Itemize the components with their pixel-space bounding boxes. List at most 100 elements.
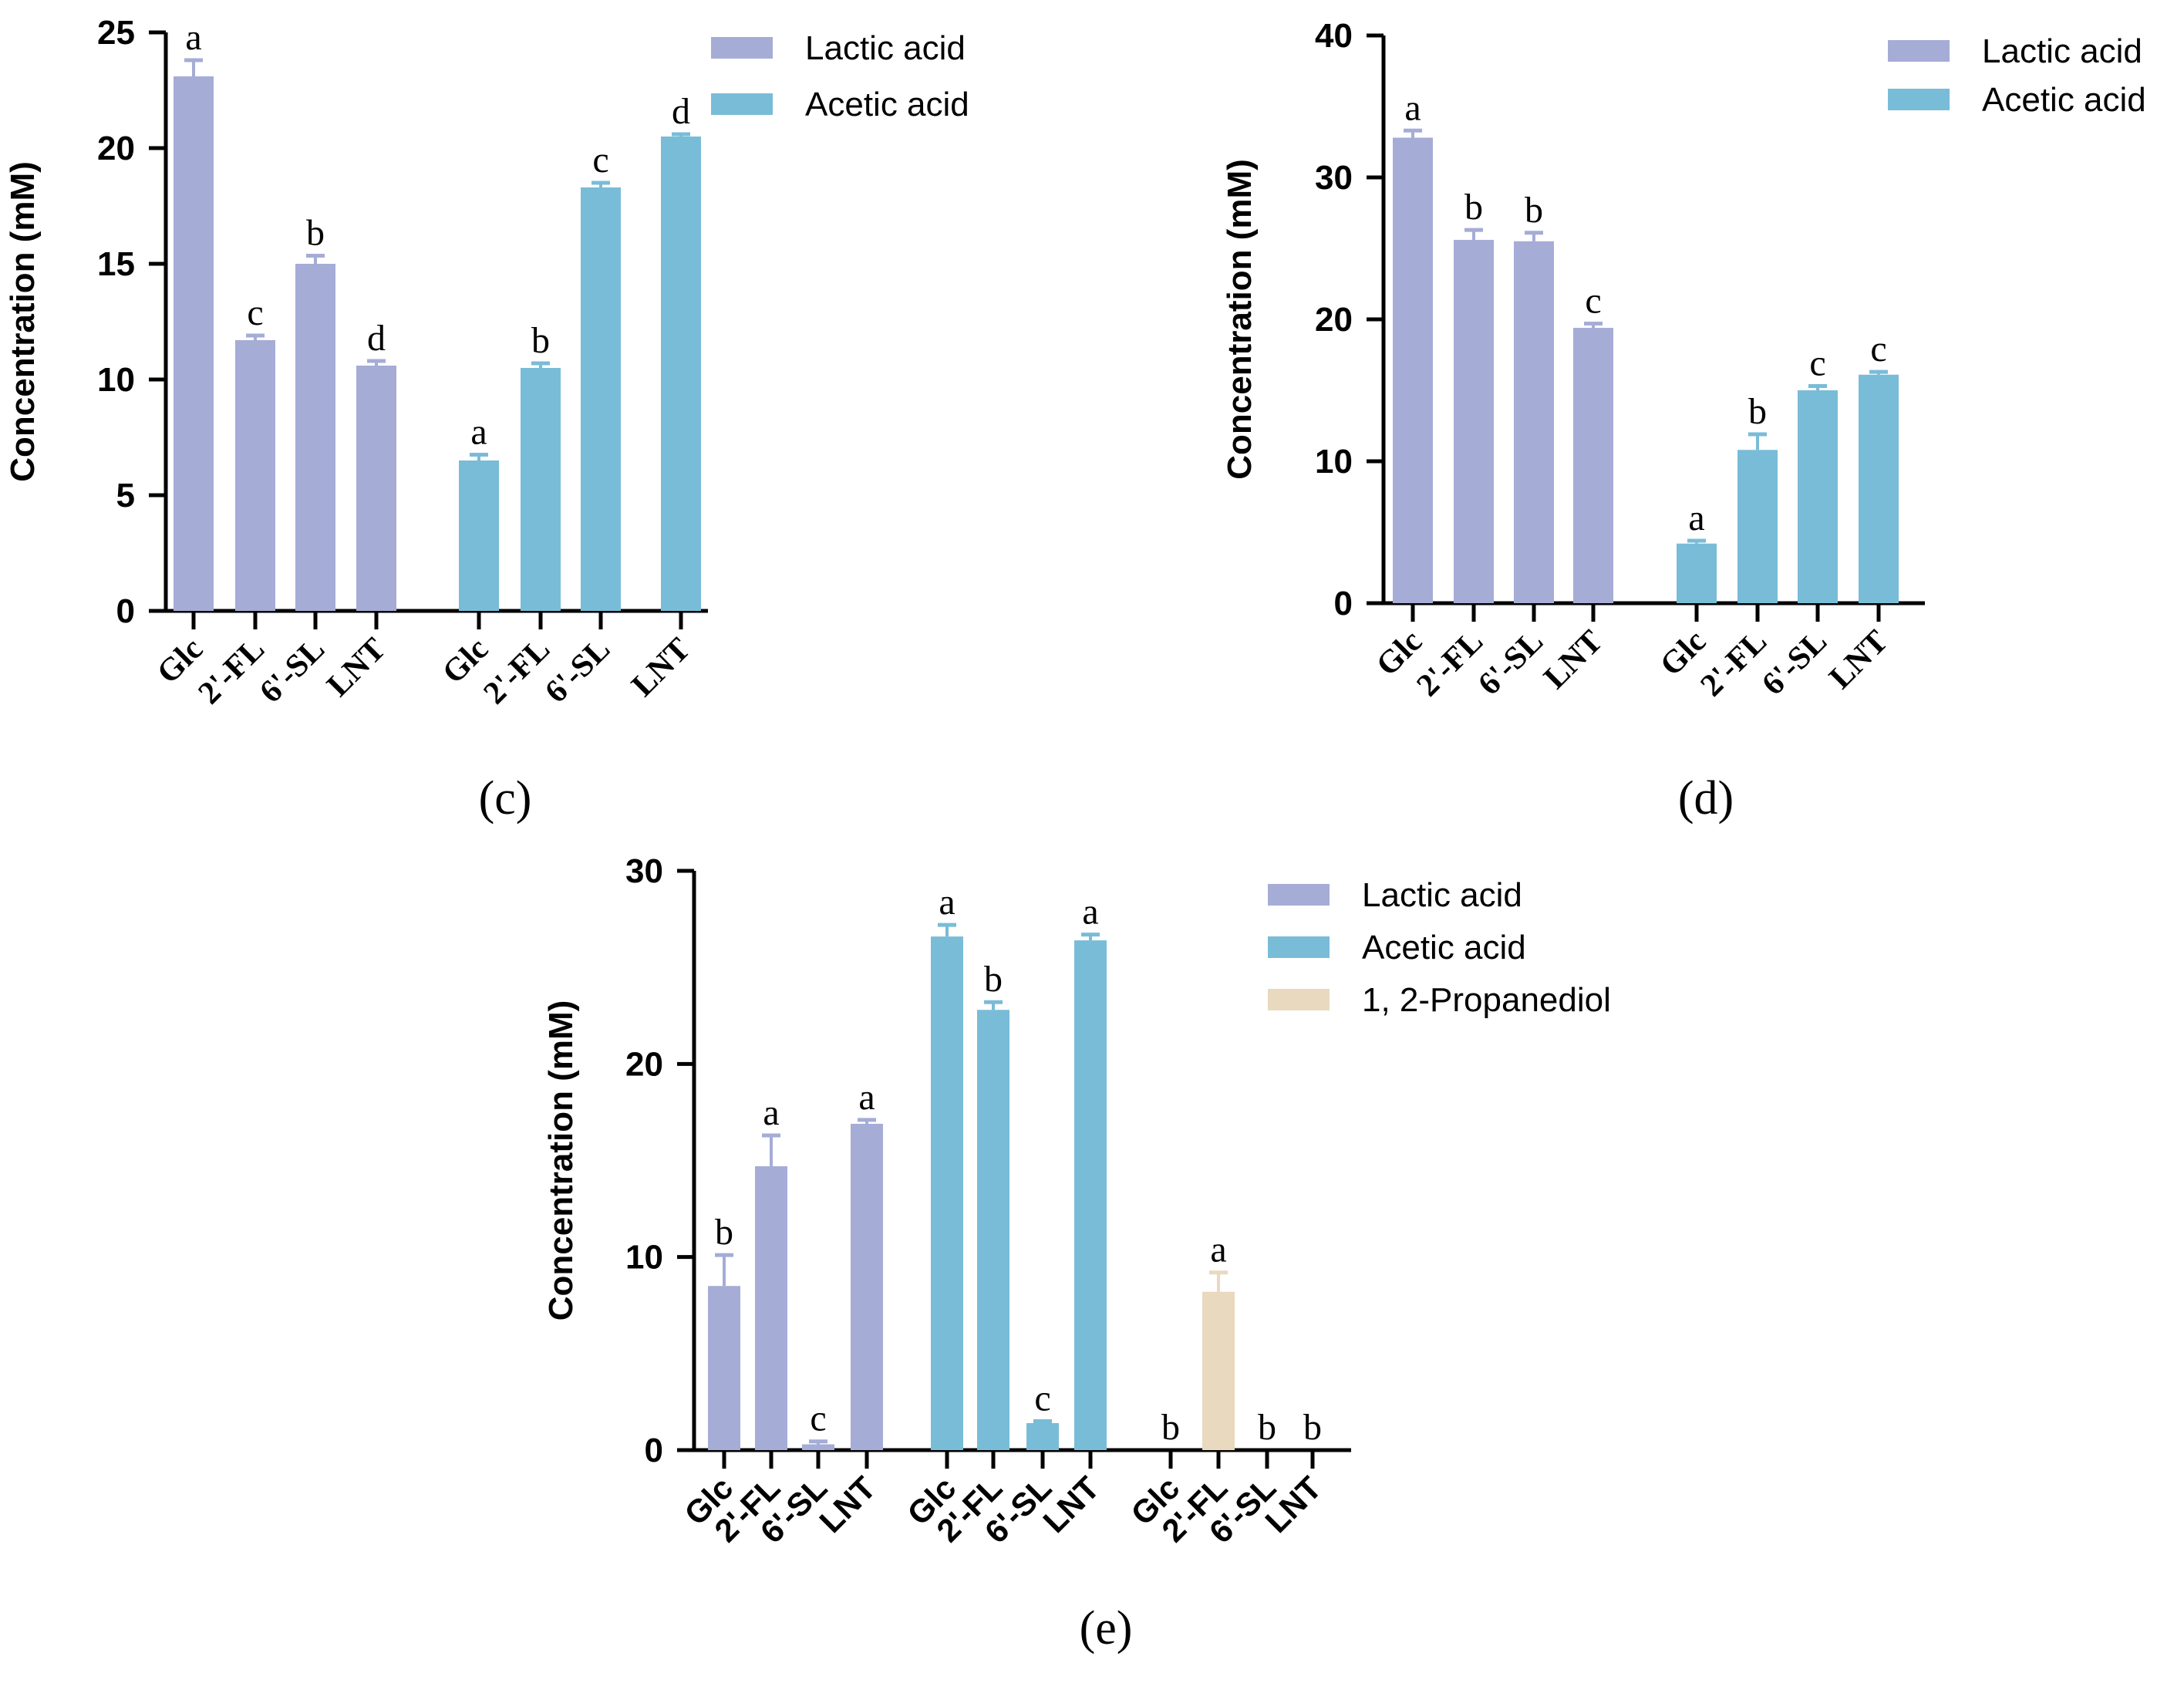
y-tick-label: 20: [97, 130, 135, 167]
y-axis-title: Concentration (mM): [542, 1000, 580, 1321]
legend-swatch: [711, 93, 773, 115]
x-category-label: LNT: [320, 632, 393, 704]
significance-letter: c: [247, 292, 263, 333]
y-tick-label: 15: [97, 245, 135, 283]
significance-letter: a: [185, 17, 201, 58]
y-tick-label: 25: [97, 14, 135, 52]
bar: [1393, 137, 1433, 604]
x-category-label: LNT: [1036, 1469, 1106, 1540]
x-category-label: LNT: [812, 1469, 882, 1540]
panel-label: (d): [1678, 772, 1734, 825]
bar: [1677, 543, 1717, 603]
bar: [1026, 1422, 1059, 1450]
y-tick-label: 20: [1315, 301, 1353, 339]
significance-letter: b: [984, 959, 1003, 1000]
bar: [1202, 1291, 1235, 1450]
bar: [235, 340, 275, 611]
bar: [1737, 450, 1778, 603]
y-tick-label: 10: [625, 1239, 663, 1277]
x-category-label: 2'-FL: [1410, 624, 1490, 703]
y-axis-title: Concentration (mM): [1221, 159, 1259, 480]
x-category-label: 6'-SL: [1755, 624, 1834, 703]
legend-swatch: [1268, 884, 1330, 906]
y-tick-label: 0: [1334, 585, 1353, 622]
bar: [661, 137, 701, 611]
legend-swatch: [1888, 40, 1950, 62]
x-category-label: 2'-FL: [192, 632, 271, 711]
x-category-label: LNT: [1258, 1469, 1328, 1540]
panel-label: (e): [1080, 1602, 1133, 1655]
y-tick-label: 0: [645, 1432, 663, 1469]
significance-letter: c: [592, 140, 608, 180]
legend-swatch: [1888, 89, 1950, 110]
significance-letter: a: [939, 882, 955, 923]
bar: [977, 1010, 1009, 1450]
significance-letter: b: [531, 320, 550, 361]
significance-letter: a: [1404, 87, 1421, 128]
legend-swatch: [1268, 989, 1330, 1010]
bar: [1454, 239, 1494, 603]
significance-letter: c: [1034, 1378, 1050, 1418]
significance-letter: c: [1870, 329, 1886, 369]
legend-label: Acetic acid: [805, 86, 969, 123]
x-category-label: 2'-FL: [1694, 624, 1774, 703]
bar: [851, 1123, 883, 1450]
legend-label: Lactic acid: [805, 29, 966, 67]
significance-letter: b: [1464, 187, 1483, 228]
bar: [174, 76, 214, 611]
x-category-label: 6'-SL: [253, 632, 332, 710]
significance-letter: b: [1748, 391, 1767, 432]
x-category-label: LNT: [625, 632, 697, 704]
bar: [1514, 241, 1554, 603]
panel-label: (c): [479, 772, 532, 825]
y-tick-label: 10: [1315, 443, 1353, 481]
bar: [708, 1286, 740, 1450]
significance-letter: a: [1688, 498, 1704, 538]
y-tick-label: 30: [1315, 159, 1353, 197]
bar: [1573, 328, 1613, 603]
bar: [1074, 940, 1107, 1450]
y-tick-label: 30: [625, 852, 663, 890]
bar: [521, 368, 561, 611]
legend-label: Lactic acid: [1362, 876, 1522, 914]
significance-letter: a: [1210, 1230, 1226, 1270]
bar: [1798, 390, 1838, 603]
bar: [802, 1444, 834, 1450]
significance-letter: a: [1082, 892, 1098, 933]
legend-swatch: [1268, 936, 1330, 958]
y-axis-title: Concentration (mM): [4, 161, 42, 482]
x-category-label: LNT: [1822, 624, 1895, 697]
significance-letter: b: [1258, 1407, 1276, 1448]
significance-letter: b: [1303, 1407, 1322, 1448]
bar: [931, 936, 963, 1450]
significance-letter: c: [1809, 342, 1825, 383]
legend-label: 1, 2-Propanediol: [1362, 981, 1611, 1019]
y-tick-label: 20: [625, 1045, 663, 1083]
bar: [1859, 374, 1899, 603]
x-category-label: 6'-SL: [538, 632, 617, 710]
significance-letter: b: [1525, 190, 1543, 231]
significance-letter: a: [763, 1092, 779, 1133]
legend-label: Acetic acid: [1362, 929, 1526, 966]
y-tick-label: 0: [116, 592, 135, 630]
bar: [356, 366, 396, 611]
bar: [581, 187, 621, 611]
y-tick-label: 5: [116, 477, 135, 514]
bar: [755, 1166, 787, 1450]
significance-letter: d: [367, 318, 386, 359]
y-tick-label: 10: [97, 361, 135, 399]
bar: [295, 264, 335, 611]
significance-letter: d: [672, 91, 690, 132]
significance-letter: a: [470, 412, 487, 453]
significance-letter: c: [810, 1398, 826, 1439]
y-tick-label: 40: [1315, 17, 1353, 55]
significance-letter: b: [715, 1212, 733, 1253]
x-category-label: 6'-SL: [1471, 624, 1550, 703]
legend-label: Acetic acid: [1982, 81, 2146, 119]
bar: [459, 460, 499, 611]
x-category-label: 2'-FL: [477, 632, 557, 711]
